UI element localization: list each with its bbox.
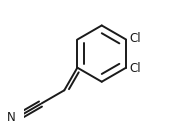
Text: Cl: Cl bbox=[129, 32, 141, 45]
Text: Cl: Cl bbox=[129, 62, 141, 75]
Text: N: N bbox=[7, 111, 16, 124]
